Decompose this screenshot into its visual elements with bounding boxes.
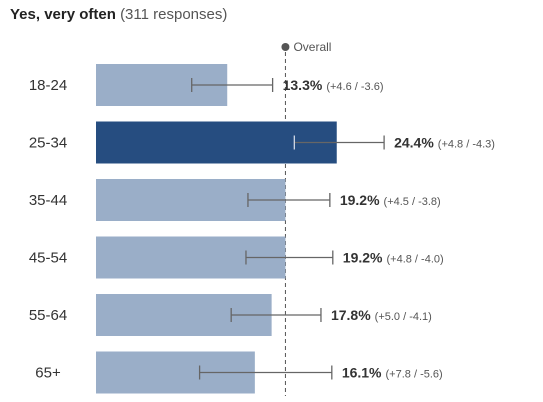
overall-marker xyxy=(281,43,290,51)
category-label: 35-44 xyxy=(29,192,67,209)
value-label-range: (+5.0 / -4.1) xyxy=(375,311,432,323)
value-label-range: (+4.6 / -3.6) xyxy=(326,81,383,93)
category-label: 25-34 xyxy=(29,135,67,152)
value-label: 13.3% (+4.6 / -3.6) xyxy=(283,77,384,93)
value-label: 19.2% (+4.8 / -4.0) xyxy=(343,250,444,266)
chart-subtitle: (311 responses) xyxy=(120,6,228,23)
value-label: 16.1% (+7.8 / -5.6) xyxy=(342,365,443,381)
value-label: 17.8% (+5.0 / -4.1) xyxy=(331,307,432,323)
chart-title: Yes, very often (311 responses) xyxy=(10,6,227,23)
value-label-range: (+7.8 / -5.6) xyxy=(386,369,443,381)
chart-title-text: Yes, very often xyxy=(10,6,116,23)
value-label-range: (+4.8 / -4.0) xyxy=(387,254,444,266)
value-label: 24.4% (+4.8 / -4.3) xyxy=(394,135,495,151)
value-label-percent: 19.2% xyxy=(343,250,383,266)
value-label-percent: 19.2% xyxy=(340,192,380,208)
value-label-percent: 17.8% xyxy=(331,307,371,323)
category-label: 65+ xyxy=(35,365,61,382)
category-label: 45-54 xyxy=(29,250,67,267)
category-label: 55-64 xyxy=(29,307,67,324)
category-label: 18-24 xyxy=(29,77,67,94)
overall-label: Overall xyxy=(293,40,331,54)
value-label-percent: 16.1% xyxy=(342,365,382,381)
value-label-range: (+4.5 / -3.8) xyxy=(384,196,441,208)
value-label-percent: 24.4% xyxy=(394,135,434,151)
value-label: 19.2% (+4.5 / -3.8) xyxy=(340,192,441,208)
value-label-range: (+4.8 / -4.3) xyxy=(438,139,495,151)
value-label-percent: 13.3% xyxy=(283,77,323,93)
